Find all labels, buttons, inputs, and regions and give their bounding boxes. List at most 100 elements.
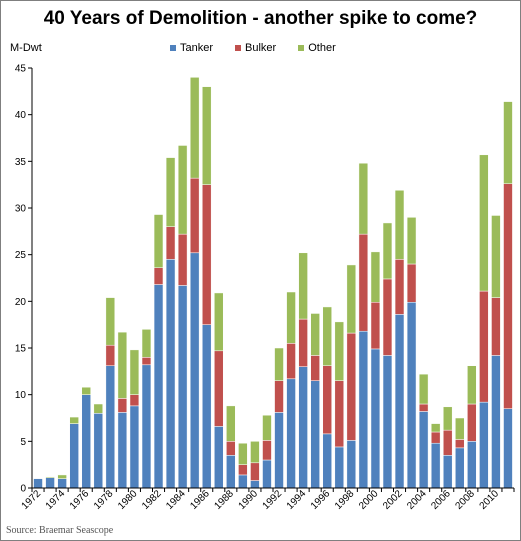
legend-label-tanker: Tanker (180, 42, 214, 54)
bar-other-2002 (394, 190, 405, 260)
bar-other-2005 (430, 423, 441, 433)
x-tick-label: 1974 (44, 488, 68, 512)
x-tick-label: 1996 (309, 488, 333, 512)
x-tick-label: 2002 (381, 488, 405, 512)
y-tick-label: 0 (20, 484, 26, 495)
bar-bulker-1996 (322, 365, 332, 435)
bar-tanker-2003 (406, 302, 417, 489)
x-tick-label: 2008 (453, 488, 477, 512)
bar-other-1978 (105, 297, 116, 346)
y-tick-label: 45 (15, 64, 27, 75)
bar-other-1999 (358, 162, 369, 235)
x-tick-label: 1992 (261, 488, 285, 512)
bar-bulker-1993 (286, 343, 296, 380)
bar-tanker-2009 (479, 401, 489, 489)
bar-other-1989 (238, 442, 248, 465)
x-tick-label: 1998 (333, 488, 357, 512)
bar-bulker-1984 (177, 233, 188, 286)
bar-tanker-1998 (346, 440, 357, 489)
bar-bulker-1991 (262, 440, 272, 461)
bar-other-1998 (346, 264, 357, 334)
bar-bulker-1987 (214, 350, 224, 427)
x-tick-label: 1984 (164, 488, 188, 512)
bar-other-2008 (467, 365, 477, 405)
chart-title: 40 Years of Demolition - another spike t… (43, 8, 478, 29)
bar-tanker-2008 (467, 441, 477, 489)
bar-bulker-2000 (370, 302, 381, 350)
bar-tanker-2011 (503, 408, 513, 489)
bar-tanker-1980 (129, 405, 140, 489)
bar-tanker-1987 (214, 426, 224, 489)
bar-tanker-1986 (202, 324, 212, 489)
y-tick-label: 30 (15, 204, 27, 215)
bar-tanker-1985 (189, 252, 200, 489)
bar-other-1994 (298, 252, 308, 320)
legend: Tanker Bulker Other (170, 42, 336, 54)
bar-tanker-1991 (262, 459, 272, 489)
bar-other-1990 (250, 441, 260, 464)
y-tick-label: 15 (15, 344, 27, 355)
legend-item-bulker: Bulker (235, 42, 276, 54)
bar-bulker-1985 (189, 177, 200, 254)
bar-other-1991 (262, 414, 272, 441)
x-tick-label: 2004 (405, 488, 429, 512)
bar-other-1975 (69, 416, 79, 424)
bar-tanker-2002 (394, 314, 405, 489)
bar-bulker-1979 (117, 398, 128, 413)
bar-tanker-1999 (358, 330, 369, 489)
bar-tanker-2005 (430, 442, 441, 489)
bar-tanker-1984 (177, 285, 188, 489)
bar-other-1976 (81, 386, 91, 395)
bar-tanker-2007 (455, 447, 465, 489)
bar-bulker-1995 (310, 355, 320, 381)
bar-tanker-1990 (250, 480, 260, 489)
bar-tanker-1978 (105, 365, 116, 489)
legend-swatch-bulker (235, 45, 242, 51)
bar-other-2009 (479, 154, 489, 292)
bar-other-1979 (117, 331, 128, 399)
bar-other-1987 (214, 292, 224, 352)
bar-bulker-1983 (165, 226, 176, 260)
bar-bulker-2001 (382, 278, 393, 356)
legend-item-other: Other (298, 42, 336, 54)
bar-other-1981 (141, 329, 152, 358)
bar-tanker-1995 (310, 380, 320, 489)
bar-tanker-1982 (153, 284, 164, 489)
bar-tanker-2006 (443, 455, 453, 489)
y-tick-label: 5 (20, 437, 26, 448)
legend-label-other: Other (308, 42, 336, 54)
bar-other-1974 (57, 474, 67, 479)
bar-bulker-2005 (430, 431, 441, 444)
bar-other-1980 (129, 349, 140, 395)
bar-tanker-1981 (141, 364, 152, 489)
bar-bulker-2008 (467, 403, 477, 442)
x-tick-label: 1980 (116, 488, 140, 512)
y-tick-label: 10 (15, 390, 27, 401)
bar-other-1988 (226, 405, 236, 442)
bar-other-2010 (491, 215, 501, 298)
bar-tanker-1996 (322, 433, 332, 489)
source-note: Source: Braemar Seascope (6, 525, 114, 536)
bar-bulker-2004 (418, 403, 429, 412)
x-tick-label: 1978 (92, 488, 116, 512)
y-tick-label: 25 (15, 250, 27, 261)
y-axis-unit: M-Dwt (10, 42, 42, 54)
bar-other-1992 (274, 347, 284, 381)
bar-tanker-2004 (418, 411, 429, 489)
y-tick-label: 20 (15, 297, 27, 308)
bar-bulker-1992 (274, 380, 284, 413)
legend-item-tanker: Tanker (170, 42, 213, 54)
bar-other-1986 (202, 86, 212, 185)
bar-tanker-1976 (81, 394, 91, 489)
bar-tanker-1989 (238, 474, 248, 489)
x-tick-label: 2010 (478, 488, 502, 512)
legend-label-bulker: Bulker (245, 42, 277, 54)
x-tick-label: 2006 (429, 488, 453, 512)
x-tick-label: 1990 (237, 488, 261, 512)
bar-other-1984 (177, 145, 188, 235)
bar-bulker-2003 (406, 263, 417, 303)
bar-bulker-1994 (298, 318, 308, 367)
bar-other-1995 (310, 313, 320, 356)
bar-tanker-1974 (57, 478, 67, 489)
